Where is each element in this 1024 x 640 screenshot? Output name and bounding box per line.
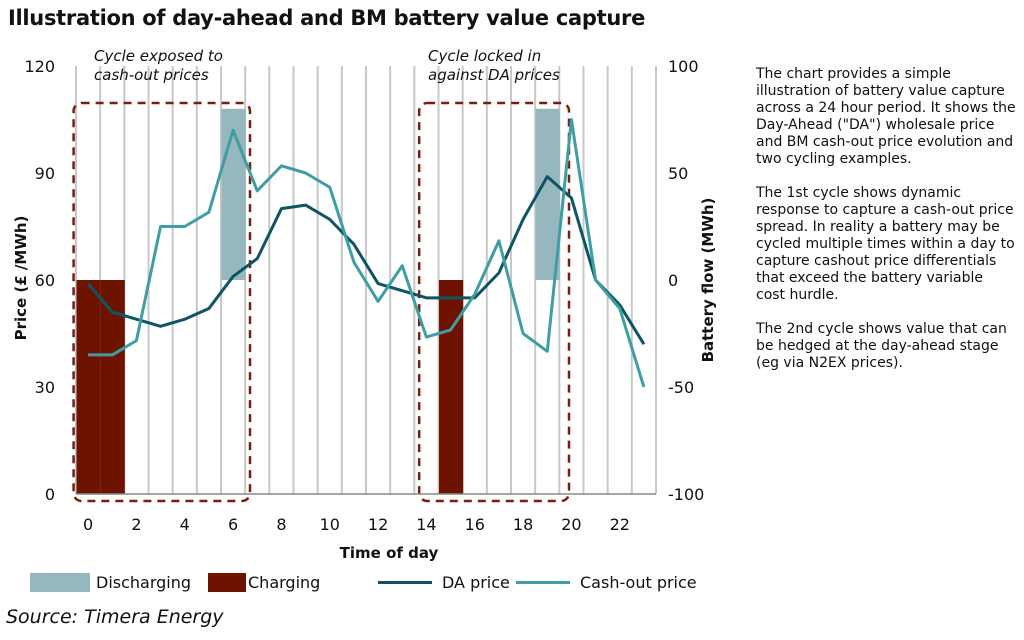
legend-label-discharging: Discharging bbox=[96, 572, 192, 592]
legend-label-charging: Charging bbox=[248, 572, 321, 592]
chart-legend: Discharging Charging DA price Cash-out p… bbox=[26, 571, 726, 593]
legend-item-charging: Charging bbox=[208, 571, 320, 593]
legend-label-da-price: DA price bbox=[442, 572, 510, 592]
y-tick-label: 30 bbox=[35, 378, 55, 397]
x-axis-label: Time of day bbox=[340, 544, 439, 562]
x-tick-label: 10 bbox=[320, 515, 340, 534]
legend-swatch-da-price bbox=[378, 580, 432, 584]
x-tick-label: 8 bbox=[276, 515, 286, 534]
annotation-box-cycle-2 bbox=[417, 101, 571, 503]
series-lines bbox=[86, 118, 646, 388]
x-tick-label: 6 bbox=[228, 515, 238, 534]
chart-svg: 0 30 60 90 120 -100 -50 0 50 100 0 2 4 6 8 10 12 14 16 18 20… bbox=[12, 47, 717, 562]
legend-swatch-cashout-price bbox=[516, 580, 570, 584]
legend-label-cashout-price: Cash-out price bbox=[580, 572, 697, 592]
legend-swatch-charging bbox=[208, 572, 246, 592]
series-line-cashout-price bbox=[88, 118, 646, 388]
x-tick-label: 14 bbox=[416, 515, 436, 534]
description-paragraph-3: The 2nd cycle shows value that can be he… bbox=[756, 321, 1007, 371]
annotation-cycle-2-line-1: Cycle locked in bbox=[428, 47, 541, 65]
description-paragraph-1: The chart provides a simple illustration… bbox=[756, 66, 1016, 167]
chart-title: Illustration of day-ahead and BM battery… bbox=[8, 6, 646, 30]
x-tick-label: 4 bbox=[180, 515, 190, 534]
series-line-da-price bbox=[86, 175, 646, 345]
x-tick-label: 12 bbox=[368, 515, 388, 534]
annotation-box-cycle-1 bbox=[72, 101, 252, 503]
y-tick-label: 0 bbox=[45, 485, 55, 504]
legend-swatch-discharging bbox=[30, 572, 90, 592]
x-tick-label: 20 bbox=[561, 515, 581, 534]
legend-item-cashout-price: Cash-out price bbox=[516, 571, 697, 593]
grid-layer bbox=[75, 66, 657, 494]
x-tick-label: 0 bbox=[83, 515, 93, 534]
legend-item-discharging: Discharging bbox=[30, 571, 191, 593]
y-axis-label: Price (£ /MWh) bbox=[12, 216, 30, 341]
y-tick-label: 90 bbox=[35, 164, 55, 183]
legend-item-da-price: DA price bbox=[378, 571, 510, 593]
description-text: The chart provides a simple illustration… bbox=[756, 66, 1016, 389]
annotation-cycle-1-line-2: cash-out prices bbox=[94, 66, 209, 84]
x-tick-label: 22 bbox=[610, 515, 630, 534]
x-tick-label: 16 bbox=[465, 515, 485, 534]
x-tick-label: 2 bbox=[131, 515, 141, 534]
bar-charging bbox=[76, 280, 101, 494]
y2-axis-label: Battery flow (MWh) bbox=[699, 198, 717, 363]
axes-layer: 0 30 60 90 120 -100 -50 0 50 100 0 2 4 6 8 10 12 14 16 18 20… bbox=[24, 57, 704, 534]
annotation-cycle-1-line-1: Cycle exposed to bbox=[94, 47, 223, 65]
annotation-boxes bbox=[72, 101, 571, 503]
y2-tick-label: -100 bbox=[668, 485, 704, 504]
bar-charging bbox=[439, 280, 464, 494]
y2-tick-label: 50 bbox=[668, 164, 688, 183]
y2-tick-label: -50 bbox=[668, 378, 694, 397]
source-note: Source: Timera Energy bbox=[6, 606, 224, 628]
bar-discharging bbox=[221, 108, 246, 280]
y2-tick-label: 100 bbox=[668, 57, 699, 76]
description-paragraph-2: The 1st cycle shows dynamic response to … bbox=[756, 185, 1015, 303]
bar-discharging bbox=[535, 108, 560, 280]
y2-tick-label: 0 bbox=[668, 271, 678, 290]
annotation-cycle-2-line-2: against DA prices bbox=[428, 66, 560, 84]
bars-layer bbox=[76, 108, 560, 494]
y-tick-label: 120 bbox=[24, 57, 55, 76]
x-tick-label: 18 bbox=[513, 515, 533, 534]
y-tick-label: 60 bbox=[35, 271, 55, 290]
